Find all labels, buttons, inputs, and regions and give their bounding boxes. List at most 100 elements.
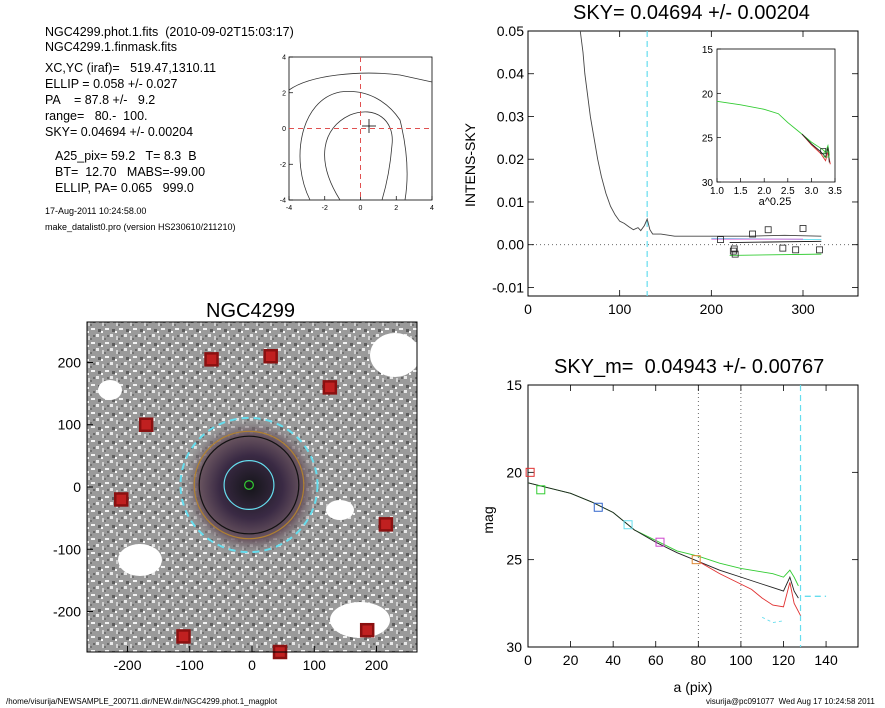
mag-plot: mag a (pix) 0 20 40 60 80 100 120 140 15 20 25 30 [480,380,859,695]
run-date: 17-Aug-2011 10:24:58.00 [45,206,147,216]
footer-user: visurija@pc091077 Wed Aug 17 10:24:58 20… [706,697,875,706]
inset-ytick-label: 15 [702,45,714,56]
mag-xtick-label: 140 [814,652,838,668]
mask-blob [326,500,354,520]
mask-blob [118,544,162,576]
mask-blob [98,380,122,400]
image-ytick-label: -200 [53,604,81,620]
mag-series-line [527,482,799,587]
contour-plot: -4 -2 0 2 4 4 2 0 -2 -4 [280,55,434,213]
mag-series-line [698,561,801,616]
center-coords: XC,YC (iraf)= 519.47,1310.11 [45,61,217,75]
sky-ytick-label: 0.02 [497,151,524,167]
isophote-ellipse [244,480,254,490]
sky-point [779,244,787,252]
ellip-pa: ELLIP, PA= 0.065 999.0 [55,181,194,195]
mag-ylabel: mag [480,506,496,533]
sky-ytick-label: 0.03 [497,108,524,124]
bt-mabs: BT= 12.70 MABS=-99.00 [55,165,206,179]
image-ytick-label: -100 [53,541,81,557]
sky-ytick-label: 0.05 [497,25,524,39]
mag-ytick-label: 30 [506,639,522,655]
sky-point [749,230,756,238]
sky-series-line [729,240,822,244]
sky-ylabel: INTENS-SKY [462,122,478,207]
image-xtick-label: 100 [303,657,327,673]
mag-xtick-label: 60 [648,652,664,668]
sky-point [730,245,738,253]
mag-xtick-label: 0 [524,652,532,668]
sky-ytick-label: 0.01 [497,194,524,210]
mag-series-line [761,616,784,624]
masked-star-box [204,352,219,367]
inset-xtick-label: 2.5 [781,186,795,197]
sky-xtick-label: 300 [791,301,815,317]
sky-plot-title: SKY= 0.04694 +/- 0.00204 [573,2,810,24]
mag-marker [593,502,603,512]
inset-ytick-label: 20 [702,89,714,100]
contour-ytick-label: -4 [280,198,286,205]
inset-series-line [716,100,830,156]
mag-xtick-label: 20 [563,652,579,668]
contour-xtick-label: 2 [394,205,398,212]
mag-ytick-label: 20 [506,464,522,480]
mag-xtick-label: 40 [605,652,621,668]
inset-series-line [801,133,830,163]
mag-ytick-label: 15 [506,380,522,393]
masked-star-box [378,517,394,532]
mag-marker [525,467,535,477]
sky-point [799,225,807,232]
mask-blob [330,602,390,638]
mag-ytick-label: 25 [506,552,522,568]
inset-xlabel: a^0.25 [759,196,792,208]
inset-ytick-label: 25 [702,134,714,145]
contour-xtick-label: 4 [430,205,434,212]
contour-ytick-label: -2 [280,162,286,169]
contour-ytick-label: 2 [282,90,286,97]
sky-xtick-label: 100 [608,301,632,317]
sky-ytick-label: -0.01 [492,279,524,295]
a25-pix: A25_pix= 59.2 T= 8.3 B [55,149,197,163]
image-ytick-label: 200 [58,354,82,370]
isophote-ellipse [198,435,300,535]
image-xtick-label: 0 [248,657,256,673]
image-title: NGC4299 [206,300,295,322]
sky-series-line [729,253,822,256]
masked-star-box [359,622,375,638]
inset-ytick-label: 30 [702,178,714,189]
sky-ytick-label: 0.00 [497,237,524,253]
contour-ytick-label: 4 [282,55,286,62]
range: range= 80.- 100. [45,109,148,123]
sky-xtick-label: 200 [700,301,724,317]
sky-value: SKY= 0.04694 +/- 0.00204 [45,125,194,139]
masked-star-box [322,380,338,395]
isophote-ellipse [179,416,319,554]
inset-xtick-label: 2.0 [757,186,771,197]
sky-point [816,246,823,254]
mag-marker [691,555,701,565]
sky-point [731,250,739,258]
contour-xtick-label: -4 [286,205,292,212]
galaxy-core [181,417,321,557]
sky-point [764,226,772,234]
masked-star-box [113,492,129,507]
mag-xtick-label: 100 [729,652,753,668]
sky-ytick-label: 0.04 [497,66,524,82]
sky-plot: INTENS-SKY 0 100 200 300 0.05 0.04 0.03 0.02 0.0… [462,25,859,317]
inset-plot: 1.0 1.5 2.0 2.5 3.0 3.5 15 20 25 30 a^0.25 [702,45,843,208]
sky-series-line [579,30,822,237]
mag-plot-title: SKY_m= 0.04943 +/- 0.00767 [554,356,825,378]
mag-xtick-label: 120 [772,652,796,668]
inset-xtick-label: 1.5 [734,186,748,197]
image-ytick-label: 0 [73,479,81,495]
inset-point [820,148,827,154]
contour-outer [288,72,433,91]
inset-point [823,151,830,158]
isophote-ellipse [193,430,305,540]
footer-path: /home/visurija/NEWSAMPLE_200711.dir/NEW.… [6,697,278,706]
isophote-ellipse [223,459,275,511]
mask-blob [370,333,417,377]
mag-marker [655,537,665,547]
inset-xtick-label: 1.0 [710,186,724,197]
contour-ytick-label: 0 [282,126,286,133]
